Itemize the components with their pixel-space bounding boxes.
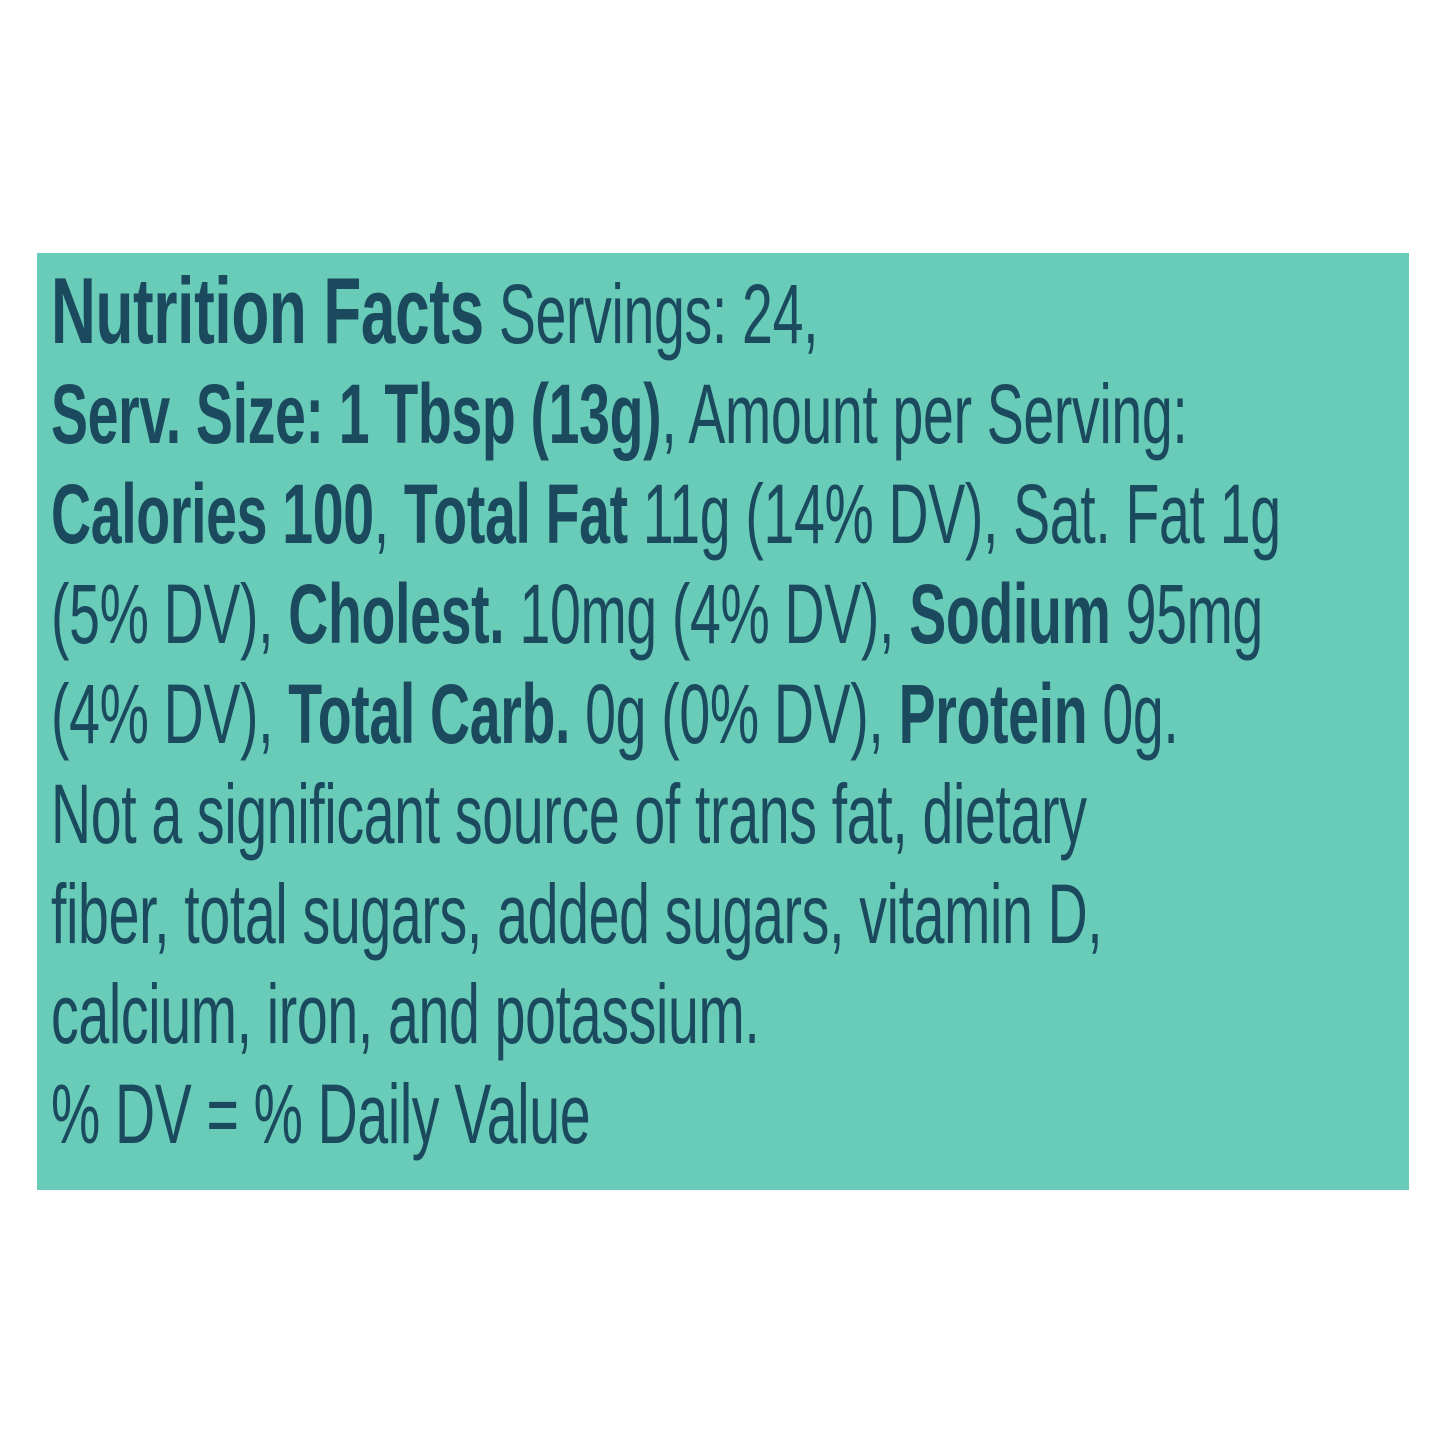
dv-definition: % DV = % Daily Value: [51, 1067, 591, 1161]
nutrition-facts-text: Nutrition Facts Servings: 24, Serv. Size…: [51, 261, 1281, 1164]
nutrition-facts-title: Nutrition Facts: [51, 258, 484, 363]
label-line-carb-protein: (4% DV), Total Carb. 0g (0% DV), Protein…: [51, 664, 1179, 764]
serving-size: Serv. Size: 1 Tbsp (13g): [51, 367, 662, 461]
cholesterol-value: 10mg (4% DV),: [504, 567, 910, 661]
sodium-label: Sodium: [909, 567, 1111, 661]
sat-fat-dv: (5% DV),: [51, 567, 289, 661]
label-line-dv-definition: % DV = % Daily Value: [51, 1064, 947, 1164]
protein-value: 0g.: [1087, 667, 1179, 761]
total-fat-value: 11g (14% DV), Sat. Fat 1g: [627, 467, 1281, 561]
calories-value: Calories 100: [51, 467, 374, 561]
sodium-dv: (4% DV),: [51, 667, 289, 761]
sodium-value: 95mg: [1110, 567, 1264, 661]
label-line-title-servings: Nutrition Facts Servings: 24,: [51, 261, 947, 364]
total-fat-label: Total Fat: [403, 467, 628, 561]
cholesterol-label: Cholest.: [288, 567, 505, 661]
servings-count: Servings: 24,: [483, 267, 819, 361]
label-line-disclaimer-2: fiber, total sugars, added sugars, vitam…: [51, 867, 1103, 961]
protein-label: Protein: [898, 667, 1088, 761]
nutrition-facts-panel: Nutrition Facts Servings: 24, Serv. Size…: [37, 253, 1409, 1190]
label-line-serving-size: Serv. Size: 1 Tbsp (13g), Amount per Ser…: [51, 364, 1188, 464]
label-line-calories-fat: Calories 100, Total Fat 11g (14% DV), Sa…: [51, 467, 1281, 561]
total-carb-label: Total Carb.: [288, 667, 571, 761]
total-carb-value: 0g (0% DV),: [570, 667, 899, 761]
label-line-disclaimer-3: calcium, iron, and potassium.: [51, 967, 760, 1061]
amount-per-serving: , Amount per Serving:: [661, 367, 1188, 461]
label-line-disclaimer-1: Not a significant source of trans fat, d…: [51, 767, 1087, 861]
label-line-cholesterol-sodium: (5% DV), Cholest. 10mg (4% DV), Sodium 9…: [51, 564, 1263, 664]
